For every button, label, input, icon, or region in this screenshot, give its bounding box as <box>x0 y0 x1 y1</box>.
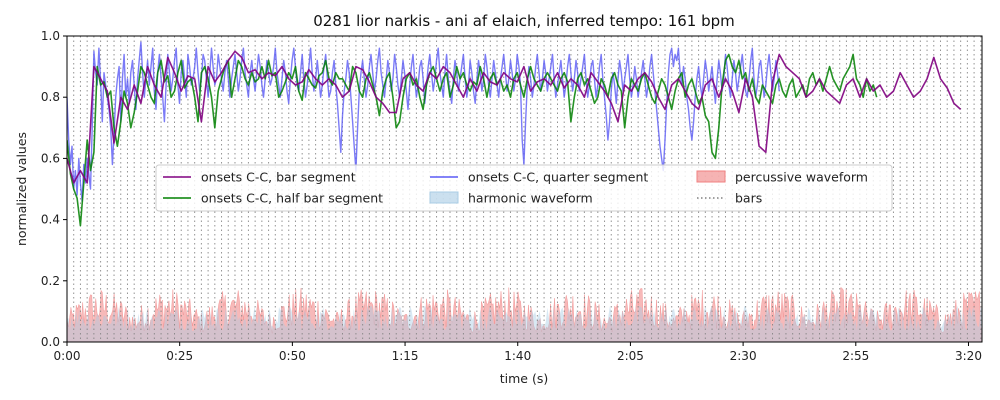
x-tick-label: 0:00 <box>54 349 81 363</box>
legend-label-percussive: percussive waveform <box>735 170 868 185</box>
half-bar-segment-line <box>67 53 878 227</box>
x-tick-label: 2:05 <box>617 349 644 363</box>
y-axis-label: normalized values <box>14 132 29 246</box>
harmonic-waveform-area <box>67 305 982 342</box>
legend-label-half-bar-segment: onsets C-C, half bar segment <box>201 191 383 206</box>
x-tick-label: 0:50 <box>279 349 306 363</box>
legend-swatch-harmonic <box>429 191 459 204</box>
y-tick-label: 1.0 <box>41 29 60 43</box>
x-axis-label: time (s) <box>500 371 548 386</box>
x-tick-label: 0:25 <box>166 349 193 363</box>
series-lines <box>67 41 962 227</box>
chart-title: 0281 lior narkis - ani af elaich, inferr… <box>313 12 735 30</box>
x-tick-label: 2:55 <box>842 349 869 363</box>
y-tick-label: 0.0 <box>41 335 60 349</box>
x-axis-ticks: 0:00 0:25 0:50 1:15 1:40 2:05 2:30 2:55 3:20 <box>54 342 982 363</box>
bar-segment-line <box>67 50 962 184</box>
quarter-segment-line <box>67 41 780 202</box>
y-tick-label: 0.2 <box>41 274 60 288</box>
x-tick-label: 1:15 <box>392 349 419 363</box>
y-axis-ticks: 0.0 0.2 0.4 0.6 0.8 1.0 <box>41 29 67 349</box>
legend-label-bar-segment: onsets C-C, bar segment <box>201 170 356 185</box>
plot-frame <box>66 35 983 343</box>
legend-label-harmonic: harmonic waveform <box>468 191 593 206</box>
y-tick-label: 0.4 <box>41 213 60 227</box>
harmonic-waveform <box>67 305 982 342</box>
legend-label-quarter-segment: onsets C-C, quarter segment <box>468 170 648 185</box>
legend: onsets C-C, bar segment onsets C-C, half… <box>155 164 893 212</box>
x-tick-label: 1:40 <box>504 349 531 363</box>
y-tick-label: 0.6 <box>41 151 60 165</box>
x-tick-label: 2:30 <box>730 349 757 363</box>
x-tick-label: 3:20 <box>955 349 982 363</box>
legend-label-bars: bars <box>735 191 762 206</box>
legend-swatch-percussive <box>696 170 726 183</box>
y-tick-label: 0.8 <box>41 90 60 104</box>
